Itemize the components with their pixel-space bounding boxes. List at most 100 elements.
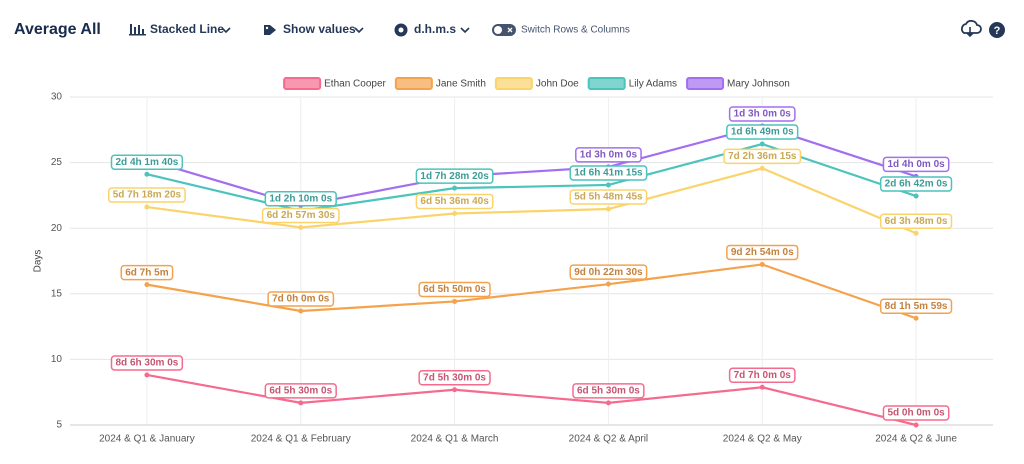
value-label-box <box>415 168 494 184</box>
value-label-text: 9d 2h 54m 0s <box>731 247 794 258</box>
svg-text:?: ? <box>994 25 1001 37</box>
value-label-text: 7d 7h 0m 0s <box>734 370 792 381</box>
value-label: 1d 3h 0m 0s <box>728 106 796 122</box>
x-tick-label: 2024 & Q1 & February <box>251 434 351 445</box>
data-point <box>605 400 611 406</box>
value-label-box <box>879 213 953 230</box>
value-label-box <box>726 124 799 140</box>
series-line <box>146 373 917 427</box>
value-label-box <box>110 355 184 371</box>
value-label-box <box>418 281 491 298</box>
data-point <box>759 261 765 267</box>
switch-toggle[interactable]: Switch Rows & Columns <box>492 24 630 36</box>
time-format-label[interactable]: d.h.m.s <box>414 22 456 36</box>
value-label-text: 5d 7h 18m 20s <box>113 190 182 201</box>
value-label-text: 7d 5h 30m 0s <box>423 372 486 383</box>
value-label: 6d 7h 5m <box>120 264 174 281</box>
x-tick-label: 2024 & Q2 & May <box>723 434 802 445</box>
value-label-box <box>882 405 950 421</box>
value-label-text: 7d 0h 0m 0s <box>272 294 330 305</box>
value-label-text: 9d 0h 22m 30s <box>574 267 643 278</box>
value-label: 6d 5h 30m 0s <box>264 383 337 399</box>
time-format-button[interactable]: d.h.m.s <box>394 22 470 37</box>
value-label: 6d 3h 48m 0s <box>879 213 953 230</box>
data-point <box>759 165 765 171</box>
legend-label: Jane Smith <box>436 79 486 90</box>
data-point <box>144 372 150 378</box>
value-label-box <box>575 147 642 163</box>
value-label-text: 1d 3h 0m 0s <box>734 109 792 120</box>
legend: Ethan Cooper Jane Smith John Doe Lily Adams… <box>283 77 790 90</box>
show-values-button[interactable]: Show values <box>264 22 364 36</box>
value-label: 1d 6h 49m 0s <box>726 124 799 140</box>
chart-type-button[interactable]: Stacked Line <box>129 22 231 36</box>
data-point <box>452 185 458 191</box>
data-point <box>759 141 765 147</box>
value-label: 9d 2h 54m 0s <box>726 244 799 261</box>
value-label-text: 1d 6h 41m 15s <box>574 168 643 179</box>
value-label: 1d 4h 0m 0s <box>882 156 950 173</box>
value-label-text: 6d 2h 57m 30s <box>267 210 336 221</box>
value-label-text: 2d 4h 1m 40s <box>116 157 179 168</box>
value-label-box <box>572 383 645 399</box>
value-label: 6d 5h 36m 40s <box>415 193 494 210</box>
value-label: 8d 6h 30m 0s <box>110 355 184 371</box>
series-line <box>146 263 917 320</box>
value-label-text: 1d 4h 0m 0s <box>887 159 945 170</box>
value-label-box <box>110 154 184 170</box>
data-point <box>452 387 458 393</box>
data-point <box>452 298 458 304</box>
x-tick-label: 2024 & Q1 & January <box>99 434 195 445</box>
legend-swatch <box>283 77 322 90</box>
y-tick-label: 25 <box>51 157 63 168</box>
chart-type-label[interactable]: Stacked Line <box>150 22 224 36</box>
value-label: 7d 0h 0m 0s <box>267 291 335 307</box>
value-label: 5d 5h 48m 45s <box>569 189 648 205</box>
data-point <box>913 230 919 236</box>
x-tick-label: 2024 & Q2 & April <box>569 434 649 445</box>
y-tick-label: 20 <box>51 223 63 234</box>
show-values-label[interactable]: Show values <box>283 22 356 36</box>
value-label: 7d 5h 30m 0s <box>418 369 491 386</box>
value-label-text: 6d 5h 30m 0s <box>577 386 640 397</box>
value-label-box <box>879 298 953 314</box>
page-title: Average All <box>14 21 101 38</box>
switch-label[interactable]: Switch Rows & Columns <box>521 25 630 36</box>
data-point <box>759 384 765 390</box>
value-label-box <box>723 148 802 165</box>
value-label-box <box>879 176 953 192</box>
data-point <box>605 182 611 188</box>
data-point <box>913 193 919 199</box>
value-label-box <box>726 244 799 261</box>
value-label: 2d 6h 42m 0s <box>879 176 953 192</box>
data-point <box>913 315 919 321</box>
value-label-box <box>264 383 337 399</box>
value-label: 6d 5h 50m 0s <box>418 281 491 298</box>
value-label-box <box>728 367 796 384</box>
download-icon[interactable] <box>961 19 982 38</box>
value-label: 5d 7h 18m 20s <box>107 187 186 203</box>
y-tick-label: 30 <box>51 92 63 103</box>
series-line <box>146 124 917 207</box>
value-label-text: 5d 0h 0m 0s <box>887 408 945 419</box>
data-point <box>605 206 611 212</box>
legend-label: Ethan Cooper <box>324 79 386 90</box>
value-label-box <box>120 264 174 281</box>
value-label-text: 6d 5h 30m 0s <box>269 386 332 397</box>
value-label-box <box>569 165 648 181</box>
value-label-box <box>107 187 186 203</box>
legend-swatch <box>494 77 533 90</box>
value-label-text: 6d 7h 5m <box>125 267 168 278</box>
value-label-box <box>569 189 648 205</box>
value-label-box <box>418 369 491 386</box>
help-icon[interactable]: ? <box>989 22 1005 38</box>
x-tick-label: 2024 & Q2 & June <box>875 434 957 445</box>
value-label: 8d 1h 5m 59s <box>879 298 953 314</box>
data-point <box>298 308 304 314</box>
x-tick-label: 2024 & Q1 & March <box>411 434 499 445</box>
legend-label: Lily Adams <box>629 79 677 90</box>
value-label-text: 6d 5h 36m 40s <box>420 196 489 207</box>
legend-label: Mary Johnson <box>727 79 790 90</box>
value-label: 5d 0h 0m 0s <box>882 405 950 421</box>
